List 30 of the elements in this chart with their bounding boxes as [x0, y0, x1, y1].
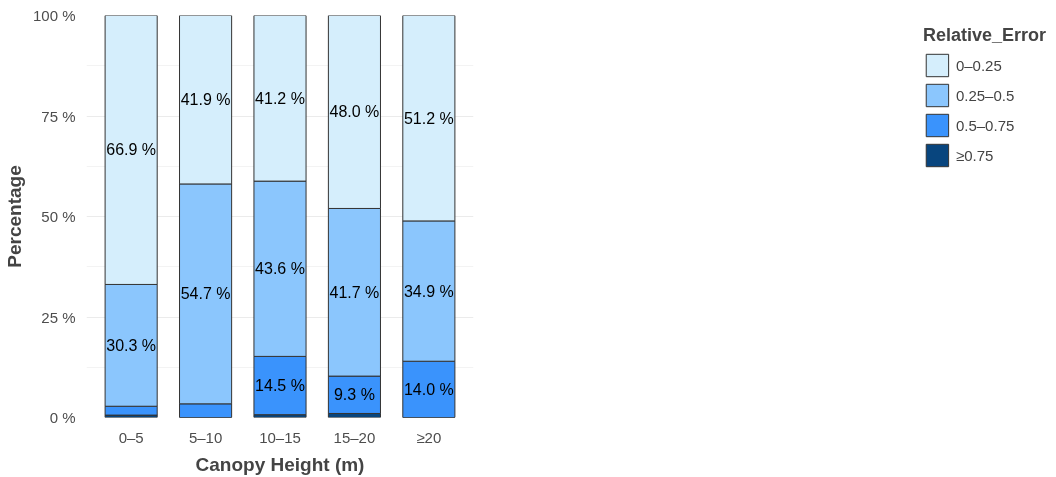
x-tick-label: 10–15: [259, 428, 301, 446]
data-label: 51.2 %: [403, 109, 454, 127]
data-label: 34.9 %: [403, 282, 454, 300]
legend-label: 0.5–0.75: [955, 116, 1015, 134]
data-label: 30.3 %: [106, 336, 157, 354]
legend-label: ≥0.75: [955, 146, 994, 164]
x-tick-label: 5–10: [188, 428, 223, 446]
y-axis-title: Percentage: [3, 165, 25, 268]
data-label: 14.0 %: [403, 380, 454, 398]
data-label: 66.9 %: [106, 141, 157, 159]
y-tick-label: 50 %: [41, 208, 76, 225]
x-tick-label: 15–20: [333, 428, 376, 446]
data-label: 41.7 %: [329, 283, 380, 301]
x-tick-label: ≥20: [416, 428, 442, 446]
y-tick-label: 0 %: [49, 409, 76, 426]
legend-label: 0.25–0.5: [955, 86, 1015, 104]
y-tick-label: 75 %: [41, 107, 76, 125]
x-axis-title: Canopy Height (m): [195, 453, 365, 475]
legend-title: Relative_Error: [922, 25, 1046, 46]
data-label: 14.5 %: [255, 377, 305, 395]
y-tick-label: 25 %: [41, 308, 76, 326]
y-tick-label: 100 %: [32, 7, 76, 24]
legend-label: 0–0.25: [955, 56, 1002, 74]
data-label: 41.9 %: [180, 91, 231, 109]
x-tick-label: 0–5: [118, 428, 144, 446]
data-label: 43.6 %: [255, 260, 305, 278]
data-label: 54.7 %: [180, 285, 231, 303]
data-label: 48.0 %: [329, 103, 380, 121]
data-label: 41.2 %: [255, 89, 305, 107]
data-label: 9.3 %: [333, 386, 375, 404]
